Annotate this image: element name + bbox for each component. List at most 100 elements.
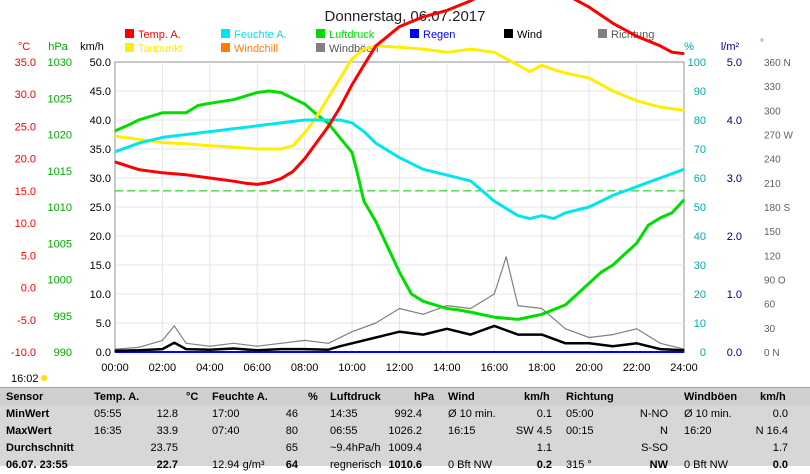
stats-header-pressure: Luftdruck — [330, 391, 381, 403]
wind-tick-label: 0.0 — [96, 347, 111, 359]
series-point-feuchte-a — [588, 206, 590, 208]
stats-row-label: Durchschnitt — [6, 442, 74, 454]
legend-swatch-8 — [316, 43, 325, 52]
series-point-temp-a — [612, 22, 614, 24]
stats-cell: 0 Bft NW — [684, 459, 729, 471]
legend-swatch-4 — [504, 29, 513, 38]
humidity-tick-label: 20 — [694, 289, 706, 301]
x-tick-label: 14:00 — [433, 362, 461, 374]
stats-cell: regnerisch — [330, 459, 382, 471]
series-point-wind — [232, 347, 235, 350]
series-point-windb-en — [517, 305, 519, 307]
series-point-wind — [114, 350, 116, 352]
series-point-temp-a — [375, 45, 377, 47]
wind-tick-label: 15.0 — [90, 260, 111, 272]
stats-header-humidity: Feuchte A. — [212, 391, 268, 403]
series-point-taupunkt — [659, 106, 661, 108]
series-point-wind — [173, 342, 175, 344]
series-point-luftdruck — [636, 242, 638, 244]
stats-cell: 1.1 — [536, 442, 552, 454]
stats-cell: N-NO — [639, 408, 668, 420]
direction-tick-label: 90 O — [764, 276, 786, 287]
stats-cell: 22.7 — [156, 459, 178, 471]
statistics-table: Sensor Temp. A. °C Feuchte A. % Luftdruc… — [0, 387, 810, 471]
humidity-tick-label: 60 — [694, 173, 706, 185]
series-point-feuchte-a — [256, 125, 258, 127]
time-marker-label: 16:02 — [11, 373, 39, 385]
series-point-feuchte-a — [541, 215, 543, 217]
series-point-feuchte-a — [138, 142, 140, 144]
series-point-luftdruck — [256, 91, 258, 94]
stats-cell: 33.9 — [156, 425, 178, 437]
stats-cell: NW — [649, 459, 668, 471]
stats-cell: 65 — [285, 442, 298, 454]
temp-tick-label: 0.0 — [21, 283, 36, 295]
series-point-wind — [588, 342, 590, 344]
series-point-feuchte-a — [659, 177, 661, 179]
rain-tick-label: 4.0 — [727, 115, 742, 127]
series-point-feuchte-a — [517, 215, 519, 217]
series-point-taupunkt — [493, 51, 495, 53]
axis-unit-temp: °C — [18, 41, 30, 53]
series-point-luftdruck — [398, 271, 401, 273]
series-point-feuchte-a — [339, 119, 341, 121]
series-point-taupunkt — [683, 109, 685, 111]
x-tick-label: 22:00 — [623, 362, 651, 374]
series-point-feuchte-a — [185, 133, 187, 136]
stats-cell: 05:55 — [94, 408, 122, 420]
series-point-luftdruck — [600, 271, 602, 273]
series-point-luftdruck — [387, 246, 389, 248]
series-point-feuchte-a — [553, 218, 555, 220]
series-point-temp-a — [209, 177, 211, 179]
chart-title: Donnerstag, 06.07.2017 — [325, 8, 486, 25]
stats-header-sensor: Sensor — [6, 391, 44, 403]
legend-swatch-6 — [125, 43, 134, 52]
series-point-luftdruck — [647, 224, 650, 226]
stats-cell: 23.75 — [150, 442, 178, 454]
series-point-wind — [659, 348, 661, 350]
series-point-luftdruck — [624, 253, 626, 255]
series-point-windb-en — [209, 345, 211, 347]
series-point-temp-a — [114, 161, 116, 163]
temp-tick-label: -5.0 — [17, 315, 36, 327]
humidity-tick-label: 30 — [694, 260, 706, 272]
series-point-feuchte-a — [232, 128, 235, 130]
series-point-wind — [209, 349, 211, 351]
series-point-luftdruck — [671, 212, 673, 214]
series-point-windb-en — [612, 334, 614, 336]
legend-label-4: Wind — [517, 29, 542, 41]
series-point-luftdruck — [659, 217, 661, 219]
stats-cell: ~9.4hPa/h — [330, 442, 381, 454]
series-point-feuchte-a — [612, 194, 614, 196]
series-point-windb-en — [304, 339, 306, 341]
series-point-wind — [280, 348, 282, 350]
series-point-feuchte-a — [375, 142, 377, 144]
series-point-feuchte-a — [327, 119, 329, 121]
stats-cell: 0 Bft NW — [448, 459, 493, 471]
series-point-temp-a — [185, 174, 187, 176]
direction-tick-label: 300 — [764, 106, 781, 117]
stats-cell: 80 — [285, 425, 298, 437]
series-point-windb-en — [351, 331, 353, 333]
pressure-tick-label: 1025 — [48, 93, 72, 105]
stats-cell: 46 — [285, 408, 298, 420]
series-point-taupunkt — [363, 48, 365, 50]
series-point-luftdruck — [588, 282, 590, 284]
series-point-wind — [375, 336, 377, 339]
legend-label-3: Regen — [423, 29, 455, 41]
temp-tick-label: 25.0 — [15, 121, 36, 133]
pressure-tick-label: 995 — [54, 311, 72, 323]
wind-tick-label: 50.0 — [90, 57, 111, 69]
humidity-tick-label: 10 — [694, 318, 706, 330]
series-line-feuchte-a — [114, 118, 685, 221]
series-point-feuchte-a — [209, 131, 211, 133]
axis-unit-wind: km/h — [80, 41, 104, 53]
stats-cell: 06:55 — [330, 425, 358, 437]
x-tick-label: 04:00 — [196, 362, 224, 374]
pressure-tick-label: 1010 — [48, 202, 72, 214]
series-point-taupunkt — [541, 64, 543, 66]
x-tick-label: 24:00 — [670, 362, 698, 374]
series-point-taupunkt — [292, 145, 294, 147]
direction-tick-label: 210 — [764, 179, 781, 190]
series-point-windb-en — [280, 342, 282, 344]
